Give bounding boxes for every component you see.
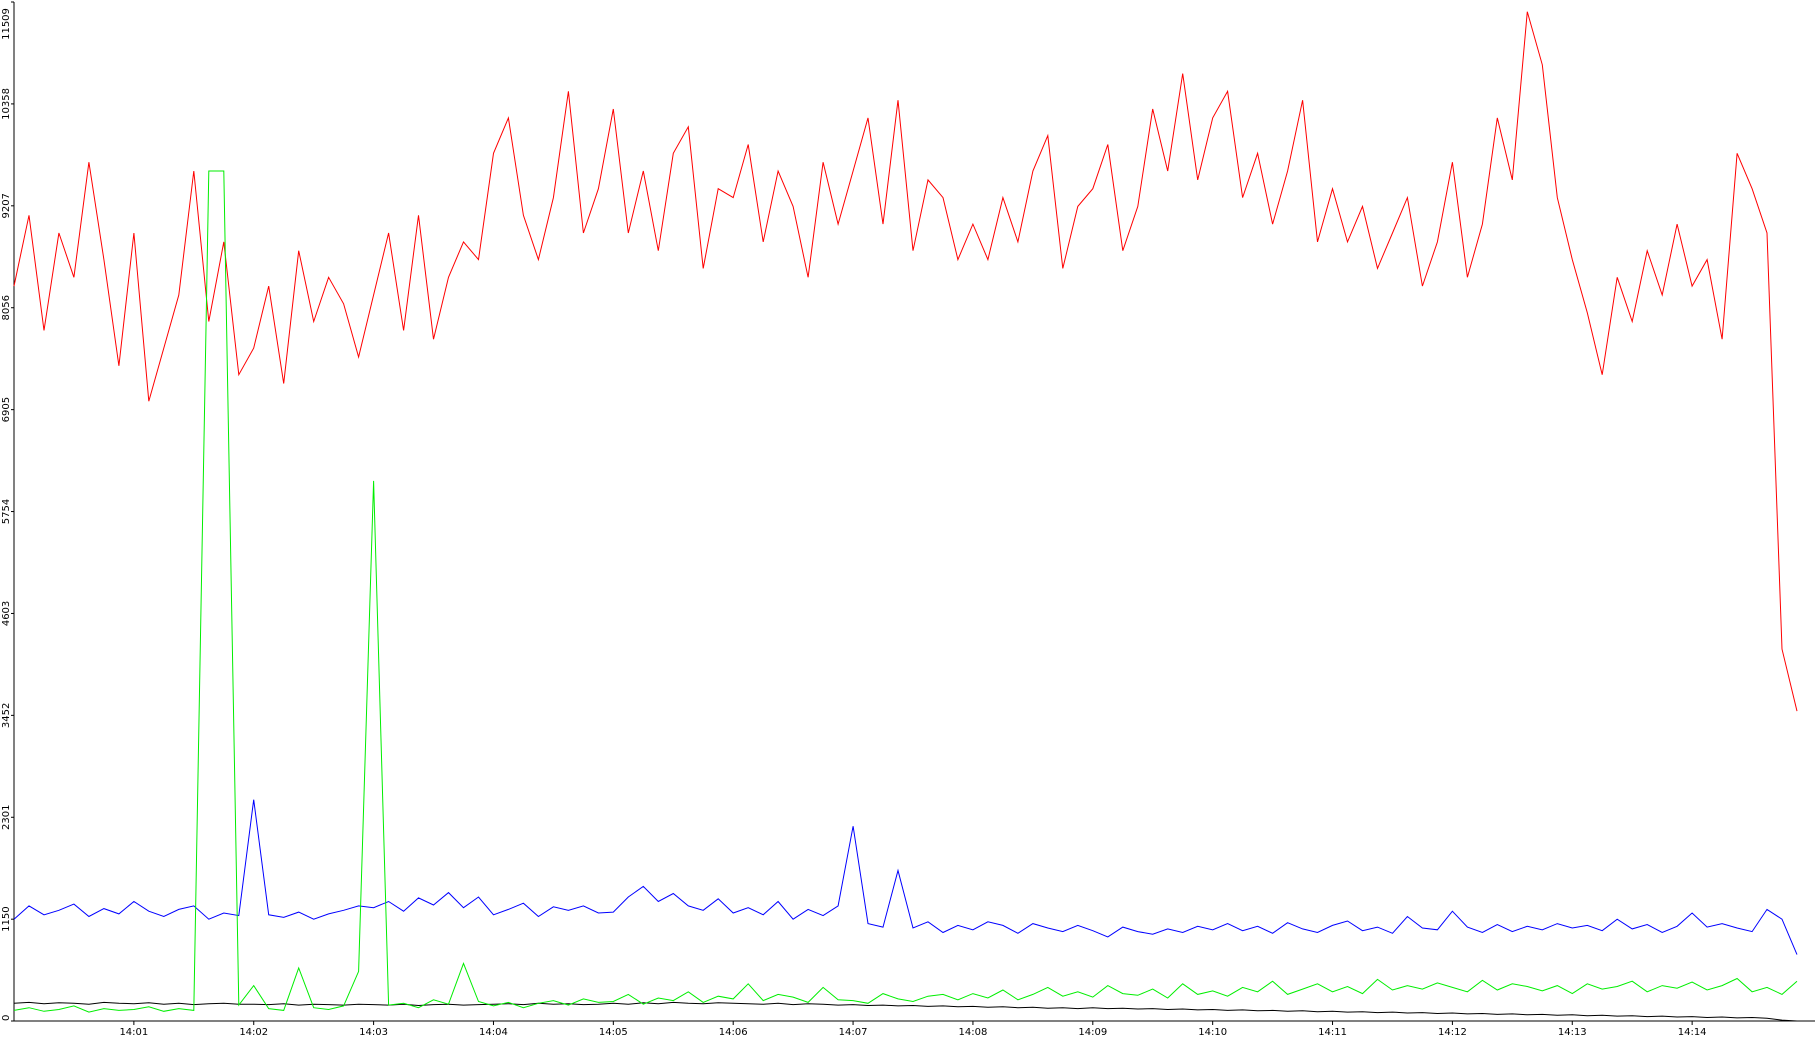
y-tick-label: 5754 bbox=[1, 499, 12, 524]
x-tick-label: 14:09 bbox=[1078, 1027, 1107, 1038]
series-line bbox=[13, 1001, 1798, 1022]
y-tick-label: 11509 bbox=[1, 8, 12, 40]
x-tick-label: 14:01 bbox=[119, 1027, 148, 1038]
y-tick-label: 9207 bbox=[1, 193, 12, 218]
x-tick-label: 14:11 bbox=[1318, 1027, 1347, 1038]
x-tick-label: 14:12 bbox=[1438, 1027, 1467, 1038]
x-tick-label: 14:02 bbox=[239, 1027, 268, 1038]
y-tick-label: 0 bbox=[1, 1015, 12, 1021]
x-tick-label: 14:10 bbox=[1198, 1027, 1227, 1038]
x-tick-label: 14:06 bbox=[719, 1027, 748, 1038]
x-tick-label: 14:08 bbox=[959, 1027, 988, 1038]
y-tick-label: 6905 bbox=[1, 397, 12, 422]
y-tick-label: 1150 bbox=[1, 906, 12, 931]
x-tick-label: 14:03 bbox=[359, 1027, 388, 1038]
x-tick-label: 14:05 bbox=[599, 1027, 628, 1038]
series-line bbox=[13, 11, 1798, 712]
y-tick-label: 3452 bbox=[1, 703, 12, 728]
y-tick-label: 8056 bbox=[1, 295, 12, 320]
x-tick-label: 14:04 bbox=[479, 1027, 508, 1038]
y-tick-label: 10358 bbox=[1, 88, 12, 120]
series-line bbox=[13, 799, 1798, 955]
x-tick-label: 14:13 bbox=[1558, 1027, 1587, 1038]
x-tick-label: 14:07 bbox=[839, 1027, 868, 1038]
y-tick-label: 2301 bbox=[1, 805, 12, 830]
y-tick-label: 4603 bbox=[1, 601, 12, 626]
series-line bbox=[13, 170, 1798, 1013]
x-tick-label: 14:14 bbox=[1678, 1027, 1707, 1038]
